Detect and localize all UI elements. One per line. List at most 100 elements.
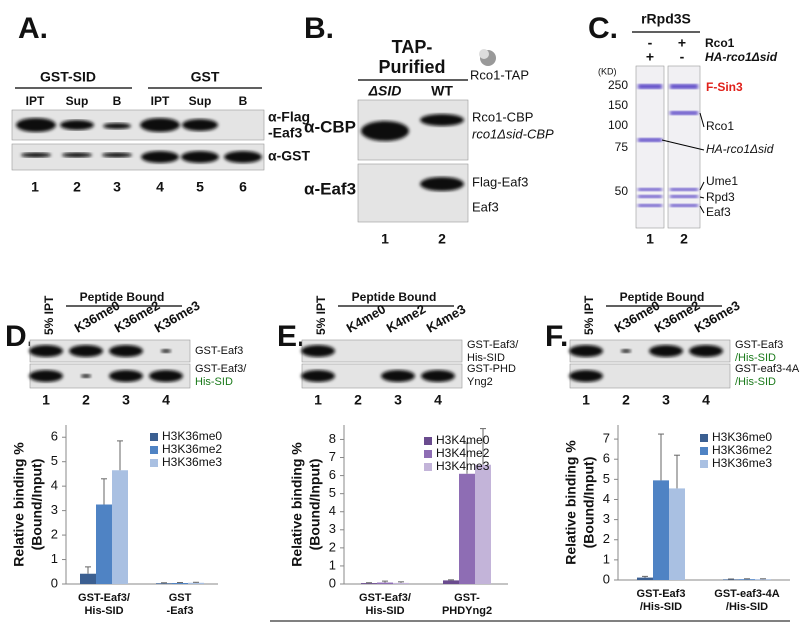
error-bar: [398, 581, 404, 583]
lane-number: 3: [662, 392, 670, 408]
panel-a: A. GST-SID GST IPT Sup B IPT Sup B α-Fla…: [11, 12, 310, 195]
lane-number: 2: [680, 231, 688, 247]
y-tick-label: 3: [329, 521, 336, 536]
lane-number: 1: [314, 392, 322, 408]
lane-number: 4: [156, 179, 164, 195]
x-tick-label: His-SID: [84, 605, 123, 617]
pointer: [699, 112, 705, 128]
legend-label: H3K36me0: [712, 430, 772, 444]
legend-swatch: [150, 433, 158, 441]
pointer: [661, 139, 705, 151]
lane-number: 2: [622, 392, 630, 408]
icon: [479, 49, 489, 59]
icon-label: Rco1-TAP: [470, 67, 529, 82]
marker: 50: [615, 184, 629, 198]
y-tick-label: 0: [51, 575, 58, 590]
gel-band: [638, 195, 662, 198]
legend-label: H3K4me3: [436, 459, 490, 473]
band: [80, 374, 92, 378]
blot-label: /His-SID: [735, 352, 776, 364]
band: [361, 121, 409, 141]
bar: [653, 480, 669, 580]
bar: [172, 583, 188, 584]
bar: [475, 464, 491, 584]
group-label: GST: [191, 69, 220, 85]
y-axis-label: Relative binding %: [563, 440, 579, 565]
input-label: 5% IPT: [582, 295, 596, 335]
bar: [112, 470, 128, 584]
legend-label: H3K36me0: [162, 429, 222, 443]
band: [620, 349, 632, 353]
lane-label: B: [239, 94, 248, 108]
band: [69, 345, 103, 357]
y-tick-label: 0: [329, 575, 336, 590]
header: Peptide Bound: [352, 290, 437, 304]
y-tick-label: 4: [329, 503, 336, 518]
y-tick-label: 7: [329, 449, 336, 464]
gel-band: [670, 111, 698, 115]
blot: [11, 143, 265, 171]
error-bar: [117, 440, 123, 471]
header: Peptide Bound: [620, 290, 705, 304]
y-axis-label: (Bound/Input): [581, 457, 597, 549]
marker: 100: [608, 118, 628, 132]
error-bar: [658, 433, 664, 481]
legend-label: H3K36me2: [712, 443, 772, 457]
legend-swatch: [424, 450, 432, 458]
y-tick-label: 3: [603, 511, 610, 526]
y-tick-label: 2: [329, 539, 336, 554]
band: [301, 345, 335, 357]
lane-number: 2: [73, 179, 81, 195]
lane-number: 1: [646, 231, 654, 247]
row-sign: -: [680, 49, 685, 65]
gel-band: [638, 204, 662, 207]
y-tick-label: 0: [603, 571, 610, 586]
blot-label: GST-eaf3-4A: [735, 363, 800, 375]
band-label: Rco1: [706, 119, 734, 133]
band-label: Rpd3: [706, 190, 735, 204]
error-bar: [101, 478, 107, 505]
band: [182, 119, 218, 131]
blot-label: GST-Eaf3/: [467, 339, 519, 351]
bar: [188, 582, 204, 584]
bar: [723, 579, 739, 580]
antibody: α-CBP: [304, 117, 356, 136]
band: [649, 345, 683, 357]
panel-letter: C.: [588, 12, 618, 45]
group-label: GST-SID: [40, 69, 96, 85]
lane-number: 4: [162, 392, 170, 408]
lane-number: 6: [239, 179, 247, 195]
band-label: F-Sin3: [706, 80, 743, 94]
bar: [637, 577, 653, 580]
bar: [459, 473, 475, 584]
band: [103, 123, 131, 129]
lane-number: 4: [434, 392, 442, 408]
y-tick-label: 5: [603, 471, 610, 486]
gel-lane: [667, 65, 701, 229]
blot-label: -Eaf3: [268, 125, 302, 141]
lane-number: 4: [702, 392, 710, 408]
lane-number: 2: [438, 231, 446, 247]
band: [109, 370, 143, 382]
band: [29, 345, 63, 357]
gel-lane: [635, 65, 665, 229]
header: TAP-: [392, 37, 433, 57]
band: [420, 177, 464, 191]
band-label: Eaf3: [472, 199, 499, 214]
row-sign: +: [678, 35, 686, 51]
legend-swatch: [150, 459, 158, 467]
bar: [96, 504, 112, 584]
pointer: [699, 181, 705, 191]
lane-label: IPT: [151, 94, 170, 108]
panel-letter: A.: [18, 12, 48, 45]
marker: 250: [608, 78, 628, 92]
y-axis-label: Relative binding %: [289, 442, 305, 567]
error-bar: [382, 580, 388, 583]
bar: [669, 488, 685, 580]
lane-label: Sup: [66, 94, 89, 108]
y-axis-label: (Bound/Input): [29, 459, 45, 551]
x-tick-label: GST-: [454, 592, 480, 604]
y-axis-label: (Bound/Input): [307, 459, 323, 551]
blot-label: Yng2: [467, 376, 493, 388]
